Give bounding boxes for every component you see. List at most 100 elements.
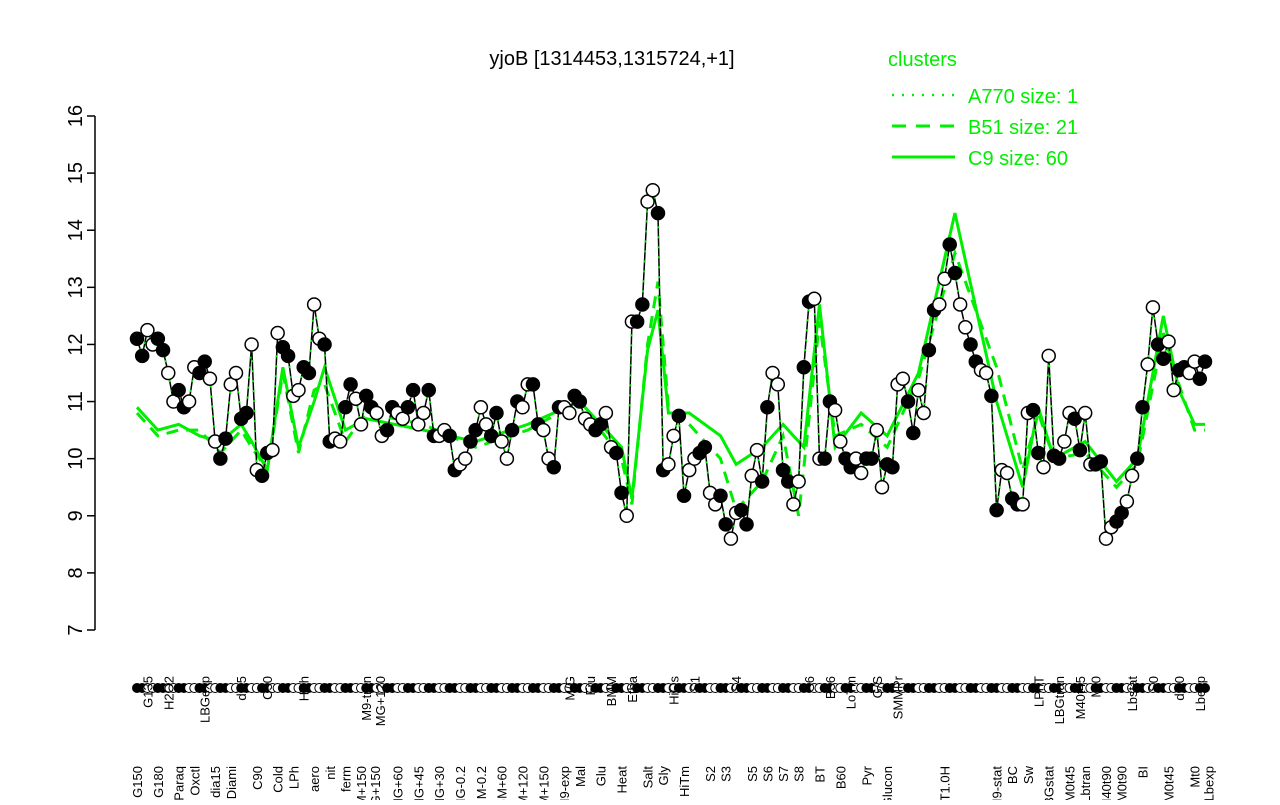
data-point: [353, 417, 369, 432]
x-tick-label: S5: [745, 766, 760, 782]
data-point: [301, 365, 317, 381]
data-point: [161, 365, 176, 381]
legend-label-a770: A770 size: 1: [968, 86, 1078, 108]
x-tick-label: Pyr: [859, 765, 874, 785]
data-point: [1057, 434, 1072, 449]
data-point: [140, 322, 155, 338]
data-point: [525, 377, 541, 392]
x-tick-label: G150: [130, 766, 145, 798]
data-point: [1140, 357, 1155, 372]
x-tick-label: S7: [776, 766, 791, 782]
data-point: [265, 442, 280, 458]
data-point: [791, 474, 806, 489]
data-point: [494, 434, 509, 449]
data-point: [515, 400, 530, 415]
data-point: [457, 451, 473, 466]
data-point: [369, 405, 384, 421]
data-point: [244, 337, 259, 352]
x-tick-label: M0t45: [1162, 766, 1177, 800]
x-tick-label: M/G: [562, 676, 577, 701]
data-point: [1135, 400, 1150, 415]
x-tick-label: B36: [823, 676, 838, 699]
data-point: [504, 422, 520, 438]
data-point: [609, 445, 624, 461]
data-point: [1031, 445, 1046, 461]
data-point: [906, 425, 921, 441]
x-tick-label: MG-0.2: [453, 766, 468, 800]
data-point: [405, 382, 421, 398]
data-point: [932, 297, 947, 312]
data-point: [989, 502, 1004, 518]
data-point: [1025, 402, 1041, 418]
data-point: [379, 422, 395, 438]
data-points: [129, 182, 1213, 546]
data-point: [338, 400, 353, 415]
data-point: [666, 428, 681, 444]
data-point: [1041, 348, 1056, 364]
x-tick-label: ferm: [338, 766, 353, 792]
x-tick-label: BMM: [604, 676, 619, 706]
data-point: [332, 434, 348, 449]
x-tick-label: M9-exp: [557, 766, 572, 800]
data-point: [619, 508, 634, 524]
x-tick-label: S3: [719, 766, 734, 782]
x-tick-label: LPh: [286, 766, 301, 789]
condition-marker: [1200, 683, 1210, 693]
data-point: [598, 405, 614, 421]
data-point: [1077, 405, 1093, 421]
data-point: [1119, 494, 1135, 509]
x-tick-label: GM+60: [495, 766, 510, 800]
data-point: [963, 337, 978, 352]
x-tick-label: Mt0: [1188, 766, 1203, 788]
data-point: [942, 237, 957, 252]
data-point: [499, 451, 515, 466]
x-tick-label: MG+120: [373, 676, 388, 726]
x-tick-label: M0t90: [1115, 766, 1130, 800]
x-tick-label: Lbexp: [1193, 676, 1208, 711]
data-point: [958, 320, 973, 335]
data-point: [999, 465, 1015, 481]
data-point: [213, 451, 228, 466]
data-point: [827, 402, 843, 418]
y-tick-label: 16: [65, 105, 87, 127]
data-point: [280, 348, 296, 364]
x-axis-labels: G150 G135 G180 H2O2 Paraq Oxctl LBGexp dia15 Dia…: [130, 675, 1217, 805]
x-tick-label: Glu: [594, 766, 609, 786]
data-point: [1093, 454, 1109, 469]
data-point: [536, 422, 551, 438]
x-tick-label: Paraq: [172, 766, 187, 800]
y-tick-label: 12: [65, 333, 87, 355]
data-point: [291, 382, 306, 398]
y-tick-label: 14: [65, 219, 87, 241]
data-point: [739, 517, 754, 532]
data-point: [952, 297, 968, 312]
data-point: [817, 451, 832, 466]
x-tick-label: BC: [1005, 766, 1020, 784]
x-tick-label: LBGtran: [1052, 676, 1067, 724]
data-point: [134, 348, 150, 364]
x-tick-label: M9-stat: [990, 766, 1005, 800]
data-point: [911, 382, 926, 398]
x-tick-label: M9-tran: [359, 676, 374, 721]
x-tick-label: LoTm: [844, 676, 859, 709]
x-tick-label: S1: [687, 676, 702, 692]
x-tick-label: C90: [250, 766, 265, 790]
legend-label-b51: B51 size: 21: [968, 117, 1078, 139]
x-tick-label: dia15: [208, 766, 223, 798]
x-tick-label: LBGexp: [198, 676, 213, 723]
x-tick-label: C30: [260, 676, 275, 700]
x-tick-label: MG+30: [432, 766, 447, 800]
x-tick-label: S6: [802, 676, 817, 692]
data-point: [916, 405, 931, 421]
x-tick-label: Oxctl: [187, 766, 202, 796]
x-tick-label: GM-0.2: [474, 766, 489, 800]
x-tick-label: dia0: [1172, 676, 1187, 701]
x-tick-label: aero: [307, 766, 322, 792]
x-tick-label: GM+150: [354, 766, 369, 800]
legend-title: clusters: [888, 49, 957, 71]
x-tick-label: dia5: [234, 676, 249, 701]
data-point: [1051, 451, 1067, 466]
data-point: [697, 439, 713, 455]
y-tick-label: 10: [65, 448, 87, 470]
data-point: [1145, 300, 1161, 315]
